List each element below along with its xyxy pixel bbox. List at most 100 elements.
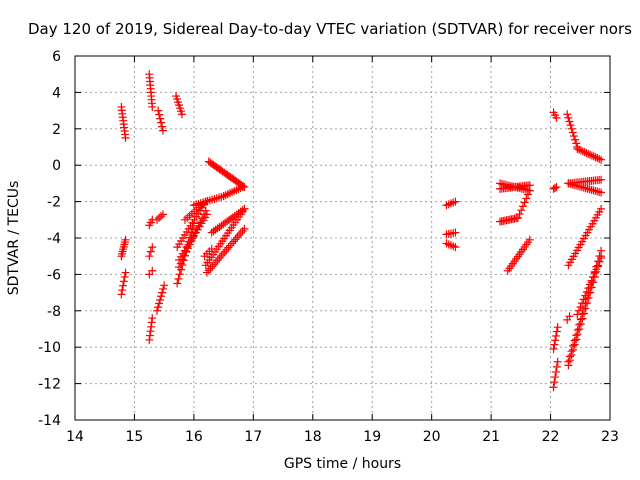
data-point [451, 228, 460, 237]
y-tick-label: -4 [47, 231, 61, 247]
data-point [573, 326, 582, 335]
data-point [155, 299, 164, 308]
data-point [575, 145, 584, 154]
data-point [574, 306, 583, 315]
data-point [573, 144, 582, 153]
data-point [201, 206, 210, 215]
data-point [451, 197, 460, 206]
data-point [552, 367, 561, 376]
data-point [451, 243, 460, 252]
data-point [578, 147, 587, 156]
data-point [174, 274, 183, 283]
data-point [119, 277, 128, 286]
data-point [552, 331, 561, 340]
data-point [552, 183, 561, 192]
data-point [576, 302, 585, 311]
data-point [219, 249, 228, 258]
data-point [158, 210, 167, 219]
data-point [550, 340, 559, 349]
data-point [572, 331, 581, 340]
data-point [525, 235, 534, 244]
y-tick-label: 6 [52, 49, 61, 65]
data-point [148, 314, 157, 323]
x-tick-label: 22 [542, 429, 560, 445]
data-point [576, 146, 585, 155]
data-point [571, 135, 580, 144]
data-point [148, 266, 157, 275]
data-point [154, 106, 163, 115]
data-point [118, 286, 127, 295]
x-tick-label: 14 [66, 429, 84, 445]
x-tick-label: 17 [244, 429, 262, 445]
data-point [579, 304, 588, 313]
data-point [550, 378, 559, 387]
data-point [563, 110, 572, 119]
data-point [157, 292, 166, 301]
data-point [238, 181, 247, 190]
data-point [121, 133, 130, 142]
y-tick-label: -10 [38, 340, 61, 356]
data-point [565, 312, 574, 321]
data-point [564, 113, 573, 122]
data-point [593, 261, 602, 270]
data-point [564, 357, 573, 366]
data-point [551, 183, 560, 192]
data-points [117, 70, 606, 392]
data-point [148, 102, 157, 111]
data-point [215, 254, 224, 263]
x-tick-label: 16 [185, 429, 203, 445]
data-point [156, 114, 165, 123]
data-point [567, 347, 576, 356]
data-point [145, 252, 154, 261]
data-point [580, 148, 589, 157]
data-point [553, 357, 562, 366]
x-tick-label: 18 [304, 429, 322, 445]
y-tick-label: -8 [47, 304, 61, 320]
chart-title: Day 120 of 2019, Sidereal Day-to-day VTE… [28, 20, 632, 38]
data-point [158, 288, 167, 297]
data-point [524, 190, 533, 199]
data-point [153, 215, 162, 224]
data-point [584, 284, 593, 293]
y-tick-label: -14 [38, 413, 61, 429]
data-point [515, 210, 524, 219]
plot-frame [74, 55, 611, 421]
y-axis-label: SDTVAR / TECUs [6, 180, 22, 296]
data-point [238, 206, 247, 215]
data-point [595, 154, 604, 163]
data-point [146, 247, 155, 256]
data-point [552, 327, 561, 336]
data-point [517, 206, 526, 215]
y-tick-label: 4 [52, 85, 61, 101]
x-tick-label: 21 [482, 429, 500, 445]
data-point [224, 243, 233, 252]
y-tick-label: -2 [47, 195, 61, 211]
data-point [202, 268, 211, 277]
data-point [587, 151, 596, 160]
data-point [586, 150, 595, 159]
data-point [222, 245, 231, 254]
data-point [549, 383, 558, 392]
data-point [155, 213, 164, 222]
data-point [154, 303, 163, 312]
data-point [240, 224, 249, 233]
data-point [597, 188, 606, 197]
data-point [210, 260, 219, 269]
x-axis-label: GPS time / hours [283, 456, 402, 472]
data-point [572, 139, 581, 148]
data-point [238, 226, 247, 235]
data-point [578, 299, 587, 308]
data-point [553, 323, 562, 332]
data-point [597, 246, 606, 255]
data-point [157, 118, 166, 127]
data-point [175, 263, 184, 272]
data-point [173, 279, 182, 288]
x-tick-label: 20 [423, 429, 441, 445]
data-point [240, 183, 249, 192]
data-point [587, 276, 596, 285]
y-tick-label: 2 [52, 122, 61, 138]
x-tick-label: 23 [601, 429, 619, 445]
data-point [551, 373, 560, 382]
data-point [565, 352, 574, 361]
